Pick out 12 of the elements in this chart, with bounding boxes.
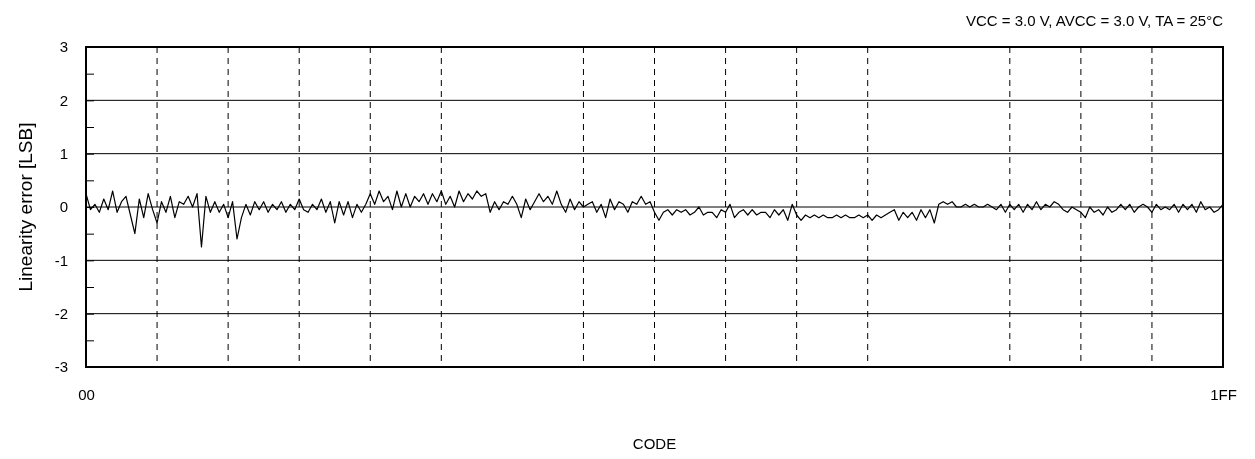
- y-tick-label: -3: [54, 358, 68, 376]
- y-tick-label: 0: [59, 198, 68, 216]
- y-tick-label: -1: [54, 251, 68, 269]
- y-axis-title: Linearity error [LSB]: [15, 122, 36, 292]
- y-tick-label: 1: [59, 144, 68, 162]
- x-tick-label: 1FF: [1210, 385, 1237, 403]
- text: VCC = 3.0 V, AVCC = 3.0 V, TA = 25°C: [965, 12, 1224, 29]
- y-tick-label: -2: [54, 304, 68, 322]
- x-axis-title: CODE: [632, 435, 677, 452]
- x-tick-label: 00: [78, 385, 95, 403]
- y-tick-label: 3: [59, 38, 68, 56]
- y-tick-label: 2: [59, 91, 68, 109]
